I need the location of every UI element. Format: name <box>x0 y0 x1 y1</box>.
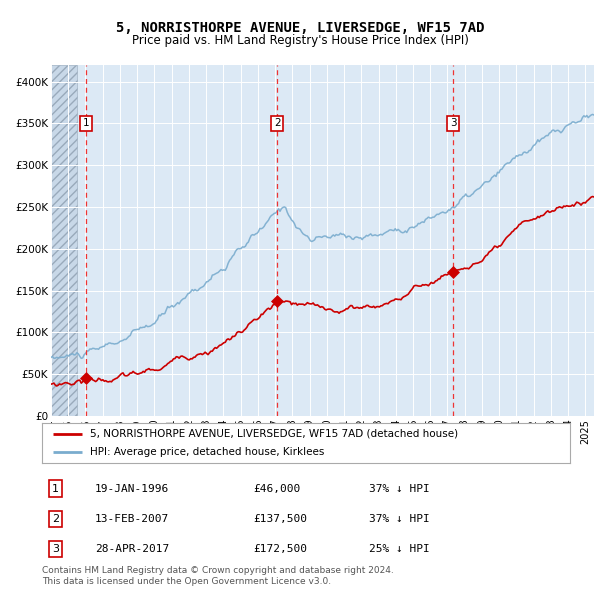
Text: £172,500: £172,500 <box>253 544 307 554</box>
Text: 1: 1 <box>83 119 89 129</box>
Text: HPI: Average price, detached house, Kirklees: HPI: Average price, detached house, Kirk… <box>89 447 324 457</box>
Text: 19-JAN-1996: 19-JAN-1996 <box>95 484 169 493</box>
Text: Price paid vs. HM Land Registry's House Price Index (HPI): Price paid vs. HM Land Registry's House … <box>131 34 469 47</box>
Text: 28-APR-2017: 28-APR-2017 <box>95 544 169 554</box>
Text: 13-FEB-2007: 13-FEB-2007 <box>95 514 169 524</box>
Text: 5, NORRISTHORPE AVENUE, LIVERSEDGE, WF15 7AD (detached house): 5, NORRISTHORPE AVENUE, LIVERSEDGE, WF15… <box>89 429 458 439</box>
Text: Contains HM Land Registry data © Crown copyright and database right 2024.: Contains HM Land Registry data © Crown c… <box>42 566 394 575</box>
Text: 25% ↓ HPI: 25% ↓ HPI <box>370 544 430 554</box>
Text: This data is licensed under the Open Government Licence v3.0.: This data is licensed under the Open Gov… <box>42 577 331 586</box>
Text: 5, NORRISTHORPE AVENUE, LIVERSEDGE, WF15 7AD: 5, NORRISTHORPE AVENUE, LIVERSEDGE, WF15… <box>116 21 484 35</box>
Text: 3: 3 <box>52 544 59 554</box>
Text: 2: 2 <box>52 514 59 524</box>
Text: 3: 3 <box>449 119 457 129</box>
Text: £46,000: £46,000 <box>253 484 301 493</box>
Text: 2: 2 <box>274 119 280 129</box>
Text: 37% ↓ HPI: 37% ↓ HPI <box>370 484 430 493</box>
Text: £137,500: £137,500 <box>253 514 307 524</box>
Text: 37% ↓ HPI: 37% ↓ HPI <box>370 514 430 524</box>
Text: 1: 1 <box>52 484 59 493</box>
